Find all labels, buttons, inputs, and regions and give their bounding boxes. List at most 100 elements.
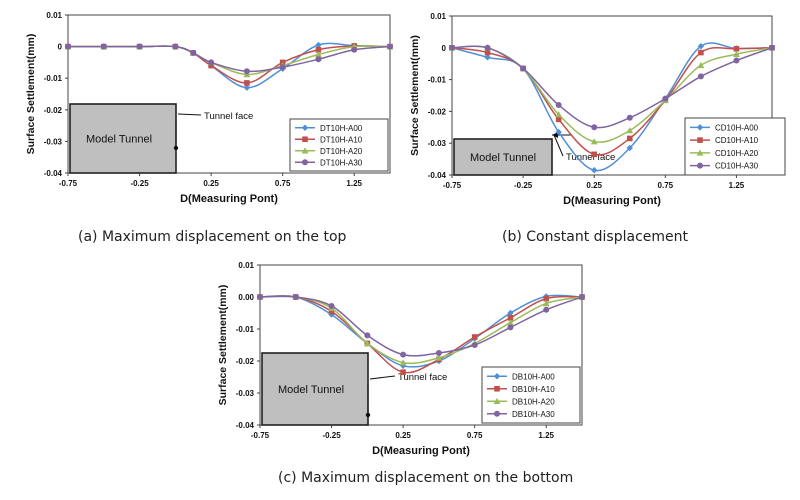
chart-c-xlabel: D(Measuring Pont)	[372, 445, 470, 457]
chart-a-xtick-label: 0.25	[203, 179, 219, 188]
chart-c-data-point	[543, 295, 550, 302]
chart-b-series-line-0	[451, 42, 773, 172]
caption-b: (b) Constant displacement	[502, 229, 688, 245]
chart-a-data-point	[279, 64, 286, 71]
chart-c-legend-label: DB10H-A20	[512, 397, 555, 406]
chart-c-model-tunnel-label: Model Tunnel	[278, 384, 344, 396]
chart-b-data-point	[590, 138, 598, 145]
chart-a-ytick-label: -0.03	[44, 137, 63, 146]
chart-a-legend-label: DT10H-A30	[320, 158, 363, 167]
chart-b-legend-label: CD10H-A30	[715, 162, 759, 171]
chart-c-data-point	[399, 359, 407, 366]
chart-b-data-point	[626, 144, 633, 152]
chart-a-data-point	[387, 43, 393, 50]
chart-b-series-points-3	[449, 44, 775, 131]
chart-b-legend-swatch-marker	[697, 137, 703, 143]
chart-c-xtick-label: 0.25	[395, 431, 411, 440]
chart-a-ytick-label: 0	[58, 43, 63, 52]
chart-b-ytick-label: -0.01	[428, 76, 447, 85]
chart-a-ytick-label: -0.04	[44, 169, 63, 178]
chart-a-legend-swatch-marker	[301, 124, 309, 131]
chart-b-xtick-label: 0.75	[658, 181, 674, 190]
chart-a-legend-label: DT10H-A20	[320, 147, 363, 156]
chart-b-data-point	[591, 151, 598, 158]
chart-c-legend-label: DB10H-A10	[512, 385, 555, 394]
chart-a-data-point	[243, 84, 251, 91]
chart-b-xtick-label: -0.25	[514, 181, 533, 190]
chart-a-model-tunnel-label: Model Tunnel	[86, 134, 152, 146]
chart-c-data-point	[328, 302, 335, 309]
chart-b-data-point	[626, 127, 634, 134]
chart-b-data-point	[449, 44, 455, 51]
chart-b-model-tunnel	[453, 138, 553, 176]
caption-a: (a) Maximum displacement on the top	[78, 229, 347, 245]
chart-a-data-point	[351, 46, 358, 53]
chart-b-ytick-label: 0	[442, 44, 447, 53]
chart-b-data-point	[769, 44, 775, 51]
chart-b-data-point	[733, 45, 740, 52]
chart-c-tunnel-face-leader	[369, 375, 396, 380]
chart-c-data-point	[579, 294, 585, 300]
chart-a-legend-swatch-marker	[302, 136, 308, 143]
chart-b-legend-label: CD10H-A20	[715, 149, 759, 158]
chart-b-data-point	[626, 114, 633, 121]
chart-a-ytick-label: -0.01	[44, 74, 63, 83]
chart-b-legend-swatch-marker	[697, 162, 703, 169]
chart-c-xtick-label: 0.75	[467, 431, 483, 440]
chart-c-data-point	[400, 369, 406, 375]
chart-c-data-point	[257, 294, 263, 300]
chart-b-tunnel-face-label: Tunnel face	[566, 152, 615, 163]
chart-b-ytick-label: -0.02	[428, 107, 447, 116]
chart-a: Model Tunnel Tunnel face 0.01 0 -0.01 -0.02 -0…	[0, 0, 395, 215]
chart-b-ytick-label: 0.01	[430, 12, 446, 21]
chart-c-ytick-label: -0.04	[236, 421, 255, 430]
chart-c-data-point	[435, 350, 442, 356]
chart-c-ytick-label: -0.02	[236, 357, 255, 366]
chart-b-data-point	[555, 116, 562, 123]
chart-b-data-point	[733, 57, 740, 64]
chart-b-ytick-label: -0.04	[428, 171, 447, 180]
chart-a-data-point	[100, 43, 107, 50]
chart-b-tunnel-face-leader	[553, 134, 564, 157]
chart-c-ytick-label: 0.01	[238, 261, 254, 270]
chart-b-data-point	[555, 111, 563, 118]
chart-a-model-tunnel	[69, 103, 177, 174]
chart-c-data-point	[364, 332, 371, 339]
chart-c-data-point	[363, 340, 371, 347]
chart-b-xtick-label: -0.75	[443, 181, 462, 190]
chart-a-ytick-label: -0.02	[44, 106, 63, 115]
chart-a-xtick-label: 1.25	[346, 179, 362, 188]
chart-c-data-point	[328, 308, 335, 315]
chart-b: Model Tunnel Tunnel face 0.01 0 -0.01 -0.02 -0…	[400, 0, 795, 215]
chart-b-legend-label: CD10H-A10	[715, 136, 759, 145]
chart-b-data-point	[555, 102, 562, 109]
chart-b-data-point	[484, 54, 491, 61]
chart-a-data-point	[315, 56, 322, 63]
chart-b-xlabel: D(Measuring Pont)	[563, 195, 661, 207]
chart-c-legend-swatch-marker	[494, 385, 500, 392]
chart-c-tunnel-face-label: Tunnel face	[398, 372, 447, 383]
chart-b-data-point	[733, 50, 740, 57]
chart-c-data-point	[507, 309, 514, 317]
chart-b-svg: Model Tunnel Tunnel face 0.01 0 -0.01 -0.02 -0…	[409, 12, 786, 207]
chart-c-data-point	[507, 324, 514, 331]
chart-a-tunnel-face-leader	[177, 113, 202, 116]
chart-b-tunnel-face-arrow	[552, 132, 558, 138]
chart-b-data-point	[697, 43, 705, 50]
chart-a-ylabel: Surface Settlement(mm)	[25, 34, 37, 155]
chart-a-data-point	[136, 43, 143, 50]
chart-b-data-point	[484, 49, 491, 56]
chart-c-ytick-label: -0.01	[236, 325, 255, 334]
chart-b-data-point	[697, 61, 705, 69]
caption-c: (c) Maximum displacement on the bottom	[278, 470, 574, 486]
chart-b-data-point	[591, 124, 598, 131]
chart-b-data-point	[520, 65, 527, 72]
chart-a-svg: Model Tunnel Tunnel face 0.01 0 -0.01 -0.02 -0…	[25, 11, 394, 205]
chart-b-data-point	[698, 49, 704, 56]
chart-a-xtick-label: -0.75	[59, 179, 78, 188]
chart-b-data-point	[697, 73, 704, 80]
chart-a-data-point	[315, 41, 322, 49]
chart-c-series-line-1	[259, 295, 583, 374]
chart-c-data-point	[292, 294, 299, 300]
chart-c-data-point	[435, 354, 443, 361]
